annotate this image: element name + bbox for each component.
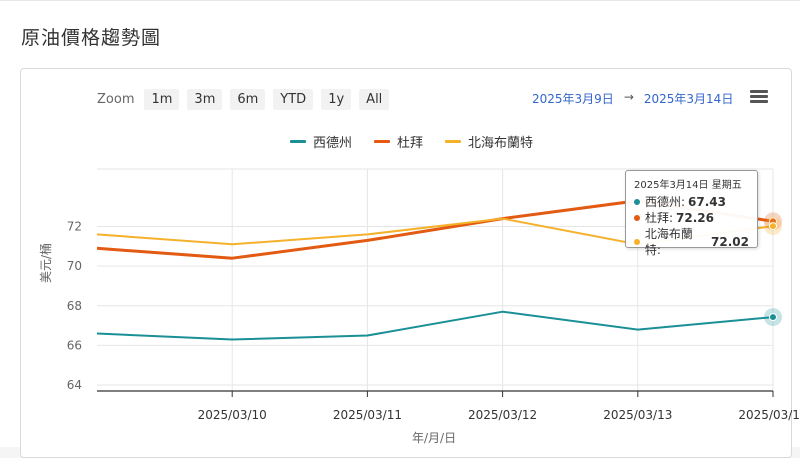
legend-item-brent[interactable]: 北海布蘭特 <box>445 132 533 151</box>
tooltip-value-wti: 67.43 <box>688 195 727 209</box>
zoom-toolbar: Zoom 1m 3m 6m YTD 1y All <box>97 88 390 110</box>
range-to[interactable]: 2025年3月14日 <box>643 92 734 106</box>
zoom-3m-button[interactable]: 3m <box>187 88 223 110</box>
range-from[interactable]: 2025年3月9日 <box>532 92 614 106</box>
page-title: 原油價格趨勢圖 <box>21 27 162 49</box>
legend-swatch-wti <box>290 140 306 143</box>
tooltip-row-brent: 北海布蘭特: 72.02 <box>634 226 749 258</box>
tooltip-label-dubai: 杜拜: <box>645 211 674 225</box>
y-axis-title: 美元/桶 <box>39 242 53 283</box>
zoom-ytd-button[interactable]: YTD <box>273 88 314 110</box>
legend-label-wti: 西德州 <box>313 136 353 151</box>
zoom-6m-button[interactable]: 6m <box>230 88 266 110</box>
zoom-all-button[interactable]: All <box>359 88 390 110</box>
legend-item-dubai[interactable]: 杜拜 <box>374 132 423 151</box>
legend-label-brent: 北海布蘭特 <box>468 136 534 151</box>
tooltip-value-brent: 72.02 <box>711 235 749 249</box>
tooltip-value-dubai: 72.26 <box>676 211 715 225</box>
date-range: 2025年3月9日 → 2025年3月14日 <box>532 90 733 107</box>
legend-item-wti[interactable]: 西德州 <box>290 132 352 151</box>
chart-card <box>20 68 792 458</box>
tooltip: 2025年3月14日 星期五 西德州: 67.43 杜拜: 72.26 北海布蘭… <box>625 170 758 257</box>
legend: 西德州 杜拜 北海布蘭特 <box>290 132 533 151</box>
hamburger-menu-icon[interactable] <box>750 90 768 104</box>
legend-label-dubai: 杜拜 <box>397 136 424 151</box>
tooltip-dot-dubai <box>634 215 640 221</box>
tooltip-label-brent: 北海布蘭特: <box>644 227 693 257</box>
zoom-1y-button[interactable]: 1y <box>321 88 352 110</box>
legend-swatch-brent <box>445 140 462 143</box>
tooltip-dot-wti <box>634 199 640 205</box>
zoom-1m-button[interactable]: 1m <box>144 88 180 110</box>
legend-swatch-dubai <box>374 140 391 143</box>
range-arrow: → <box>623 90 634 104</box>
tooltip-title: 2025年3月14日 星期五 <box>634 180 742 191</box>
tooltip-label-wti: 西德州: <box>645 195 686 209</box>
tooltip-row-wti: 西德州: 67.43 <box>634 194 749 210</box>
tooltip-row-dubai: 杜拜: 72.26 <box>634 210 749 226</box>
x-axis-title: 年/月/日 <box>412 431 457 445</box>
zoom-label: Zoom <box>97 91 135 107</box>
tooltip-dot-brent <box>634 239 640 245</box>
